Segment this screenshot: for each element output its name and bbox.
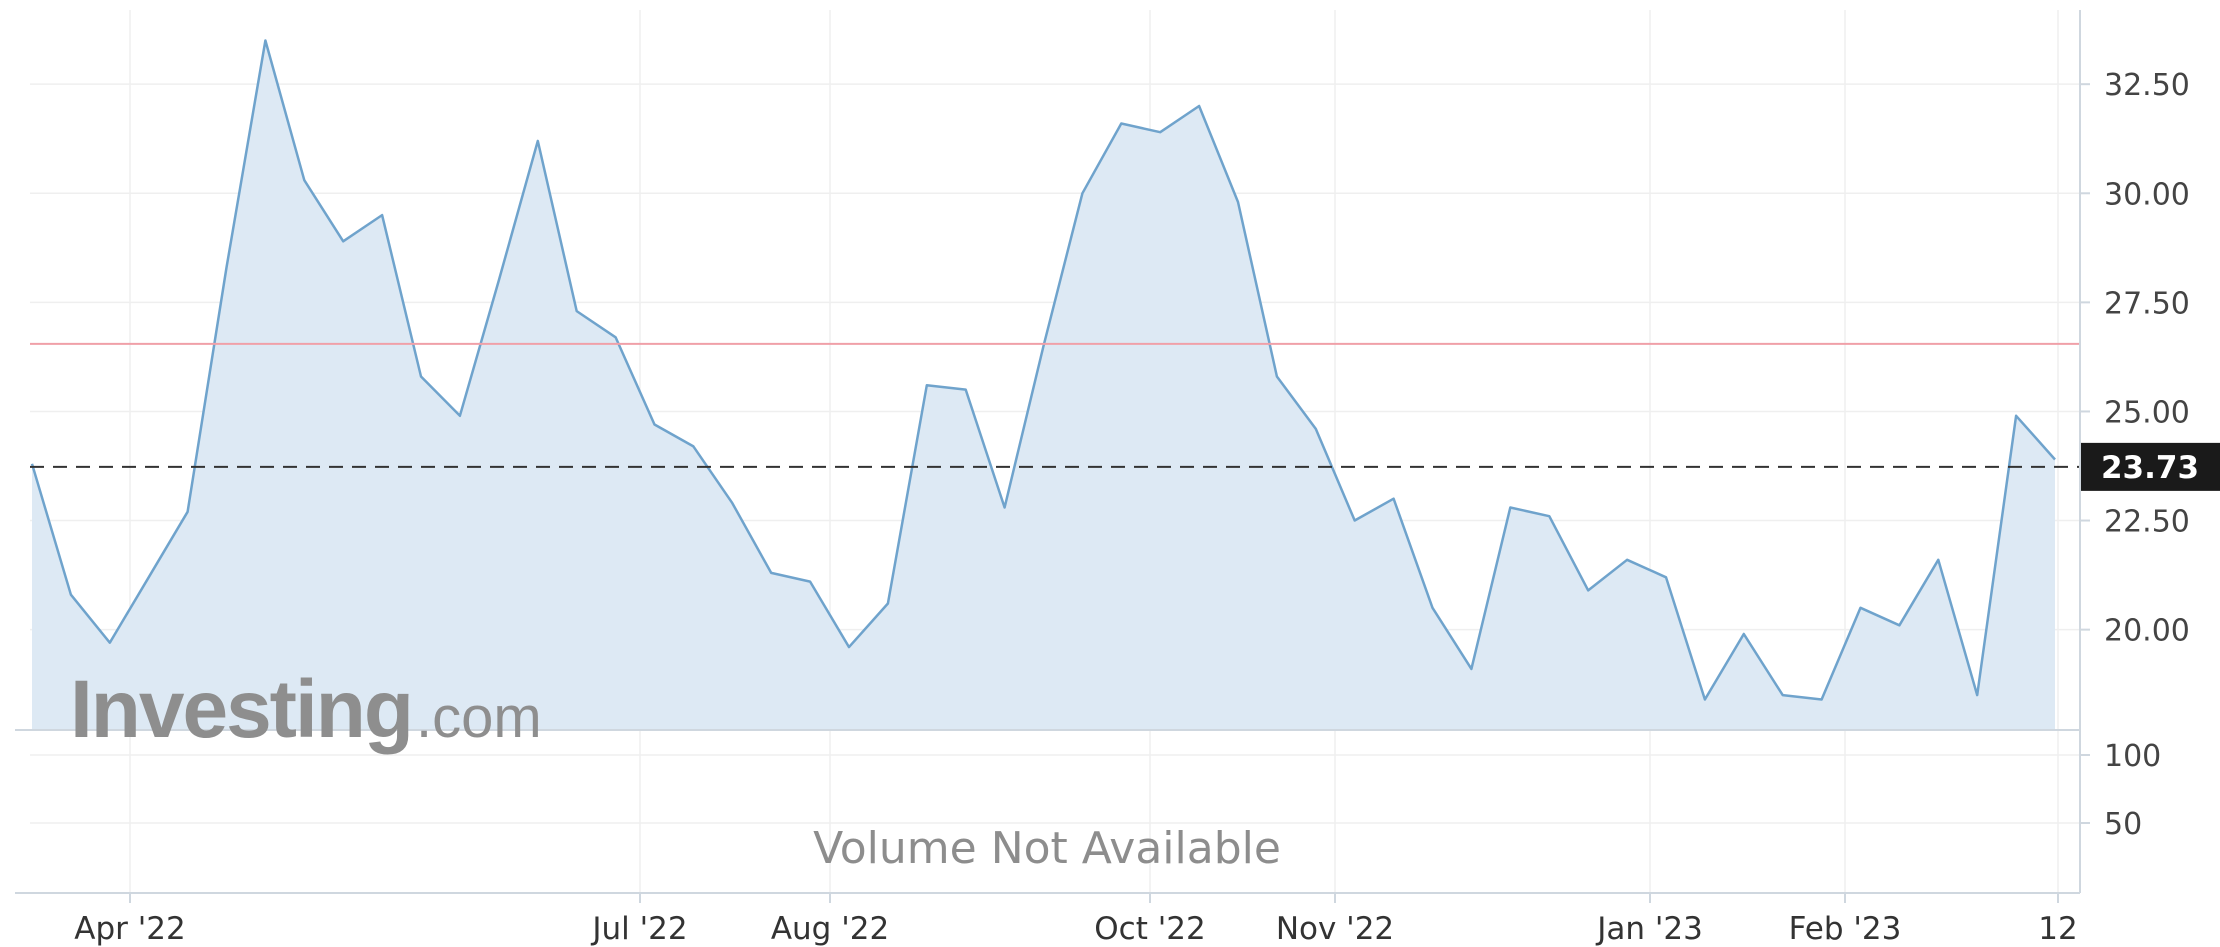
y-tick-label: 20.00 — [2104, 614, 2190, 649]
volume-not-available-label: Volume Not Available — [813, 823, 1281, 874]
overlays — [15, 342, 2080, 731]
logo-domain-text: .com — [416, 685, 542, 750]
volume-tick-label: 50 — [2104, 807, 2142, 842]
y-tick-label: 30.00 — [2104, 177, 2190, 212]
y-tick-label: 22.50 — [2104, 505, 2190, 540]
y-tick-label: 25.00 — [2104, 395, 2190, 430]
y-tick-label: 32.50 — [2104, 68, 2190, 103]
y-tick-label: 27.50 — [2104, 286, 2190, 321]
x-tick-label: Jan '23 — [1595, 911, 1703, 947]
x-tick-label: Apr '22 — [74, 911, 185, 947]
x-tick-label: Nov '22 — [1276, 911, 1394, 947]
x-tick-label: Oct '22 — [1094, 911, 1205, 947]
current-value-badge-bg — [2081, 442, 2220, 491]
volume-tick-label: 100 — [2104, 739, 2161, 774]
svg-text:Investing.com: Investing.com — [70, 664, 542, 755]
x-tick-label: Jul '22 — [590, 911, 687, 947]
investing-logo: Investing.com — [70, 664, 542, 755]
x-tick-label: Aug '22 — [771, 911, 889, 947]
logo-main-text: Investing — [70, 664, 412, 755]
price-series — [30, 39, 2056, 730]
price-area — [32, 40, 2055, 730]
x-axis: Apr '22 Jul '22 Aug '22 Oct '22 Nov '22 Jan '… — [15, 892, 2080, 947]
y-axis: 32.50 30.00 27.50 25.00 22.50 20.00 100 50 — [2079, 10, 2190, 893]
x-tick-label: Feb '23 — [1789, 911, 1902, 947]
current-value-badge: 23.73 — [2081, 442, 2220, 491]
current-value-label: 23.73 — [2101, 450, 2199, 486]
x-tick-label: 12 — [2038, 911, 2077, 947]
